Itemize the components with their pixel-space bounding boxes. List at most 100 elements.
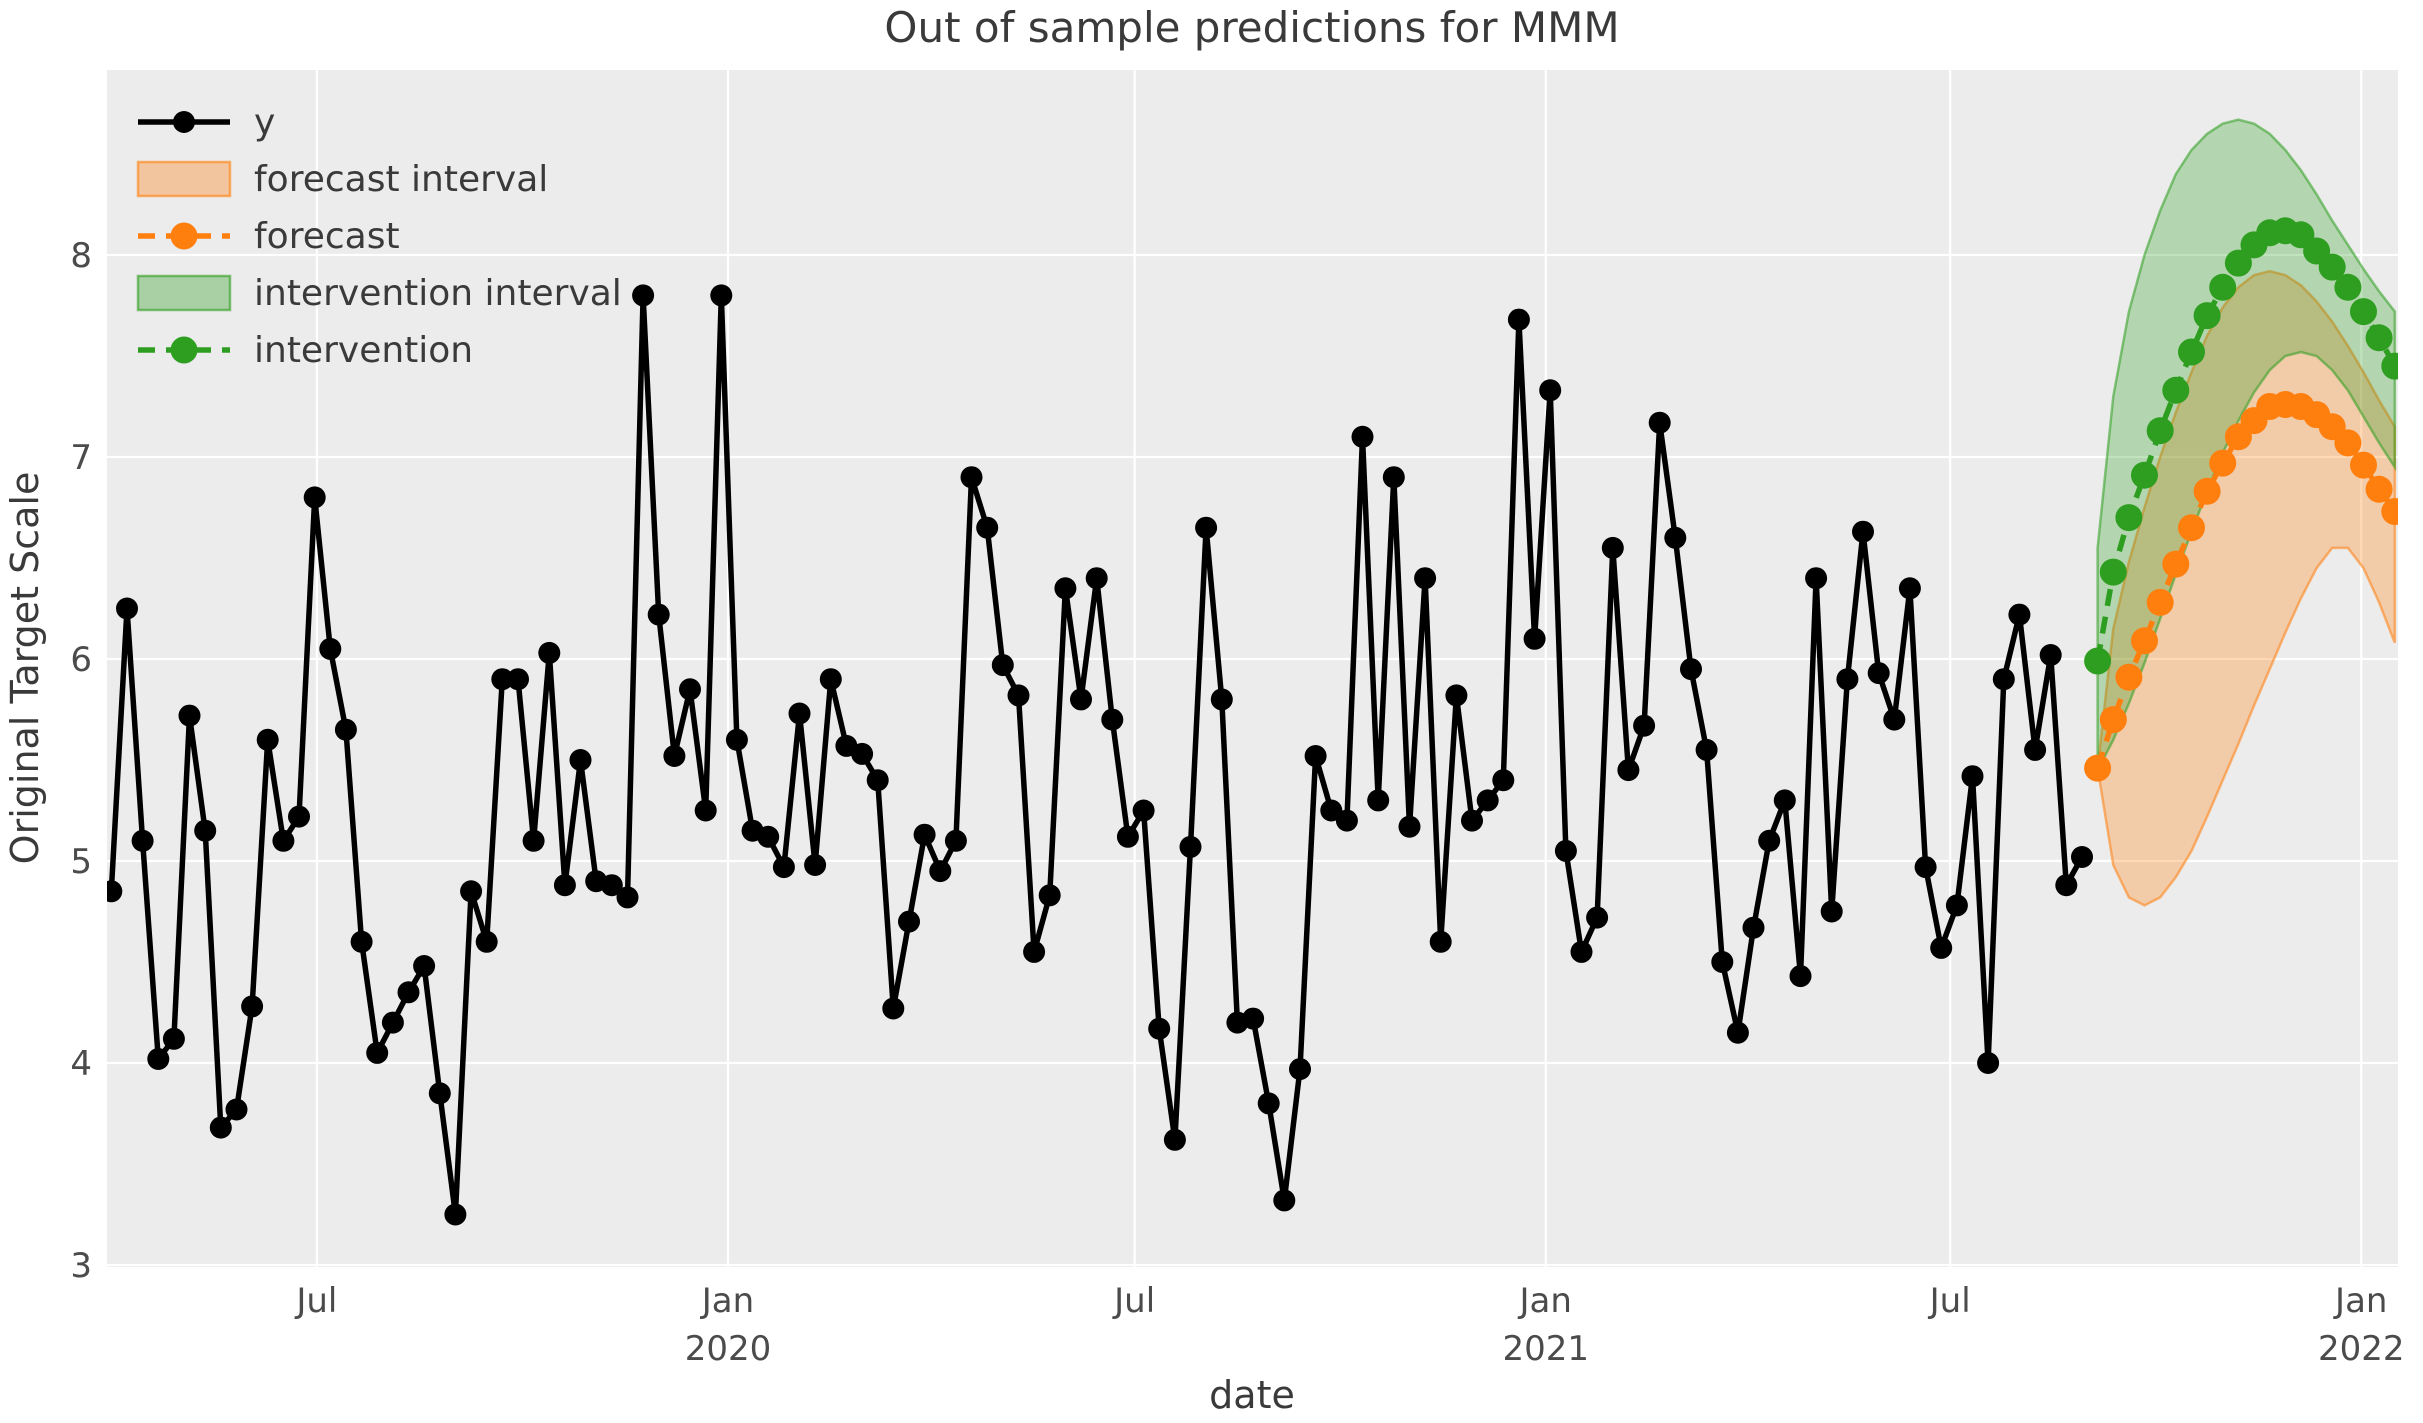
y-marker: [178, 704, 201, 727]
y-marker: [1945, 894, 1968, 917]
intervention-marker: [2350, 298, 2377, 326]
y-tick-label: 4: [70, 1044, 92, 1084]
y-marker: [866, 769, 889, 792]
y-marker: [694, 799, 717, 822]
y-marker: [1195, 516, 1218, 539]
y-tick-label: 5: [70, 842, 92, 882]
data-series: [107, 217, 2398, 1226]
y-marker: [1601, 536, 1624, 559]
intervention-marker: [2178, 338, 2205, 366]
y-marker: [1070, 688, 1092, 711]
x-axis-label: date: [1209, 1373, 1295, 1417]
y-marker: [131, 829, 154, 852]
x-tick-label: Jan: [700, 1281, 754, 1321]
y-marker: [1132, 799, 1155, 822]
y-marker: [882, 997, 905, 1020]
legend-item-y: y: [138, 102, 275, 143]
intervention-marker: [2334, 273, 2362, 301]
y-marker: [1367, 789, 1390, 812]
intervention-marker: [2318, 253, 2346, 281]
y-marker: [116, 597, 138, 620]
x-tick-year-label: 2020: [685, 1329, 772, 1369]
y-marker: [334, 718, 357, 741]
legend-label: intervention interval: [254, 273, 622, 314]
y-marker: [772, 856, 795, 879]
legend-item-forecast-interval: forecast interval: [136, 159, 548, 200]
y-marker: [460, 880, 483, 903]
y-marker: [1304, 745, 1327, 767]
x-tick-label: Jul: [1928, 1281, 1971, 1321]
y-marker: [397, 981, 420, 1004]
y-marker: [1273, 1189, 1296, 1212]
y-marker: [1023, 940, 1046, 963]
y-marker: [288, 805, 310, 828]
y-axis-label: Original Target Scale: [3, 472, 47, 865]
y-marker: [2008, 603, 2031, 626]
y-tick-label: 3: [70, 1246, 92, 1286]
y-marker: [898, 910, 920, 933]
y-marker: [1554, 839, 1577, 862]
intervention-marker: [2084, 647, 2112, 675]
y-marker: [600, 874, 623, 897]
legend-label: forecast: [254, 216, 400, 257]
legend-marker-icon: [173, 111, 195, 133]
y-marker: [1852, 520, 1874, 543]
y-marker: [569, 749, 592, 771]
y-marker: [632, 284, 655, 307]
y-marker: [1711, 951, 1734, 973]
intervention-marker: [2193, 302, 2221, 330]
intervention-marker: [2131, 461, 2158, 489]
legend-marker-icon: [170, 222, 198, 250]
y-marker: [1820, 900, 1843, 923]
y-marker: [1054, 577, 1077, 600]
y-marker: [1007, 684, 1030, 707]
x-tick-label: Jul: [1112, 1281, 1155, 1321]
y-marker: [819, 668, 842, 691]
forecast-marker: [2334, 429, 2362, 457]
y-marker: [757, 825, 780, 848]
legend-label: intervention: [254, 330, 473, 371]
x-tick-label: Jul: [294, 1281, 337, 1321]
y-marker: [1883, 708, 1906, 731]
y-marker: [1461, 809, 1483, 832]
y-marker: [491, 668, 514, 691]
y-marker: [475, 930, 498, 953]
x-tick-year-label: 2022: [2318, 1329, 2405, 1369]
forecast-marker: [2146, 588, 2174, 616]
forecast-marker: [2084, 754, 2112, 782]
y-marker: [929, 860, 952, 883]
y-marker: [913, 823, 936, 846]
y-marker: [944, 829, 967, 852]
y-marker: [851, 742, 874, 765]
y-marker: [1664, 526, 1687, 549]
y-marker: [1586, 906, 1609, 929]
y-marker: [1680, 658, 1702, 681]
y-marker: [1539, 379, 1562, 402]
intervention-marker: [2209, 273, 2237, 301]
y-marker: [1633, 714, 1656, 737]
forecast-marker: [2350, 451, 2377, 479]
y-marker: [538, 641, 561, 664]
y-marker: [1805, 567, 1828, 590]
legend-marker-icon: [170, 336, 198, 364]
legend-label: forecast interval: [254, 159, 548, 200]
y-marker: [1038, 884, 1061, 907]
y-marker: [788, 702, 811, 725]
y-marker: [147, 1048, 170, 1070]
x-tick-year-label: 2021: [1502, 1329, 1589, 1369]
y-marker: [256, 728, 279, 751]
legend-label: y: [254, 102, 275, 143]
y-marker: [1476, 789, 1499, 812]
y-marker: [1398, 815, 1421, 838]
y-marker: [1570, 940, 1593, 963]
y-marker: [1617, 759, 1640, 782]
y-marker: [2039, 644, 2062, 666]
y-series: [107, 284, 2093, 1226]
y-marker: [2071, 846, 2093, 868]
y-marker: [1210, 688, 1233, 711]
y-marker: [1148, 1017, 1171, 1040]
y-marker: [1867, 662, 1890, 685]
y-marker: [1836, 668, 1859, 691]
intervention-marker: [2099, 558, 2127, 586]
y-tick-label: 7: [70, 438, 92, 478]
